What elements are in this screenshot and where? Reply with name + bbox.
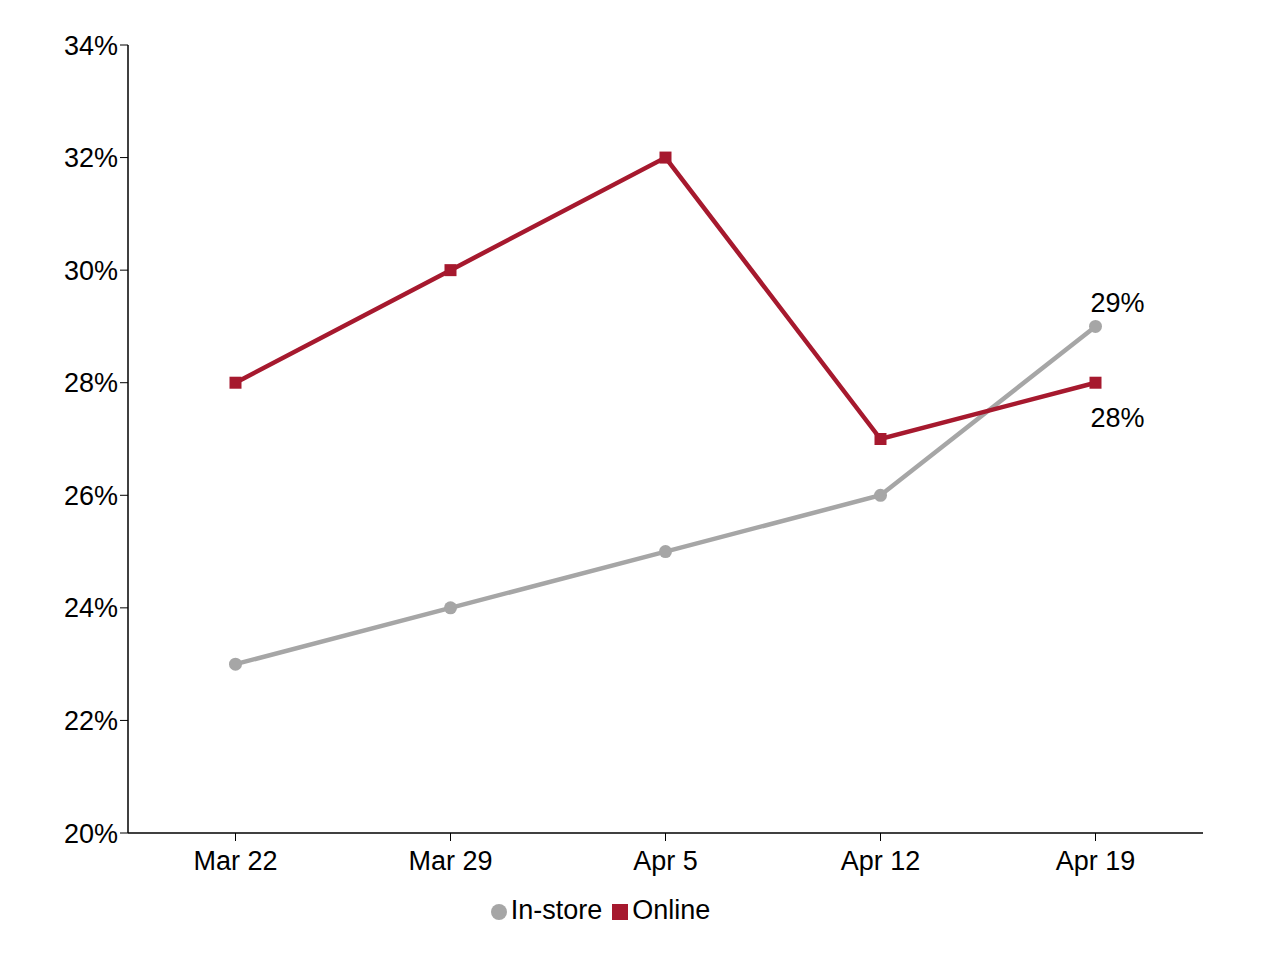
svg-text:28%: 28% — [1090, 403, 1144, 433]
svg-text:28%: 28% — [64, 368, 118, 398]
svg-text:26%: 26% — [64, 481, 118, 511]
svg-text:34%: 34% — [64, 31, 118, 61]
svg-text:Apr 19: Apr 19 — [1056, 846, 1136, 876]
svg-text:32%: 32% — [64, 143, 118, 173]
svg-text:Apr 5: Apr 5 — [633, 846, 698, 876]
svg-text:29%: 29% — [1090, 288, 1144, 318]
svg-text:30%: 30% — [64, 256, 118, 286]
html-text:In-store: In-store — [510, 895, 603, 925]
svg-text:20%: 20% — [64, 819, 118, 849]
svg-text:Mar 22: Mar 22 — [193, 846, 277, 876]
html-text:Online: Online — [632, 895, 711, 925]
svg-text:22%: 22% — [64, 706, 118, 736]
svg-text:24%: 24% — [64, 593, 118, 623]
svg-text:Apr 12: Apr 12 — [841, 846, 921, 876]
svg-text:Mar 29: Mar 29 — [408, 846, 492, 876]
